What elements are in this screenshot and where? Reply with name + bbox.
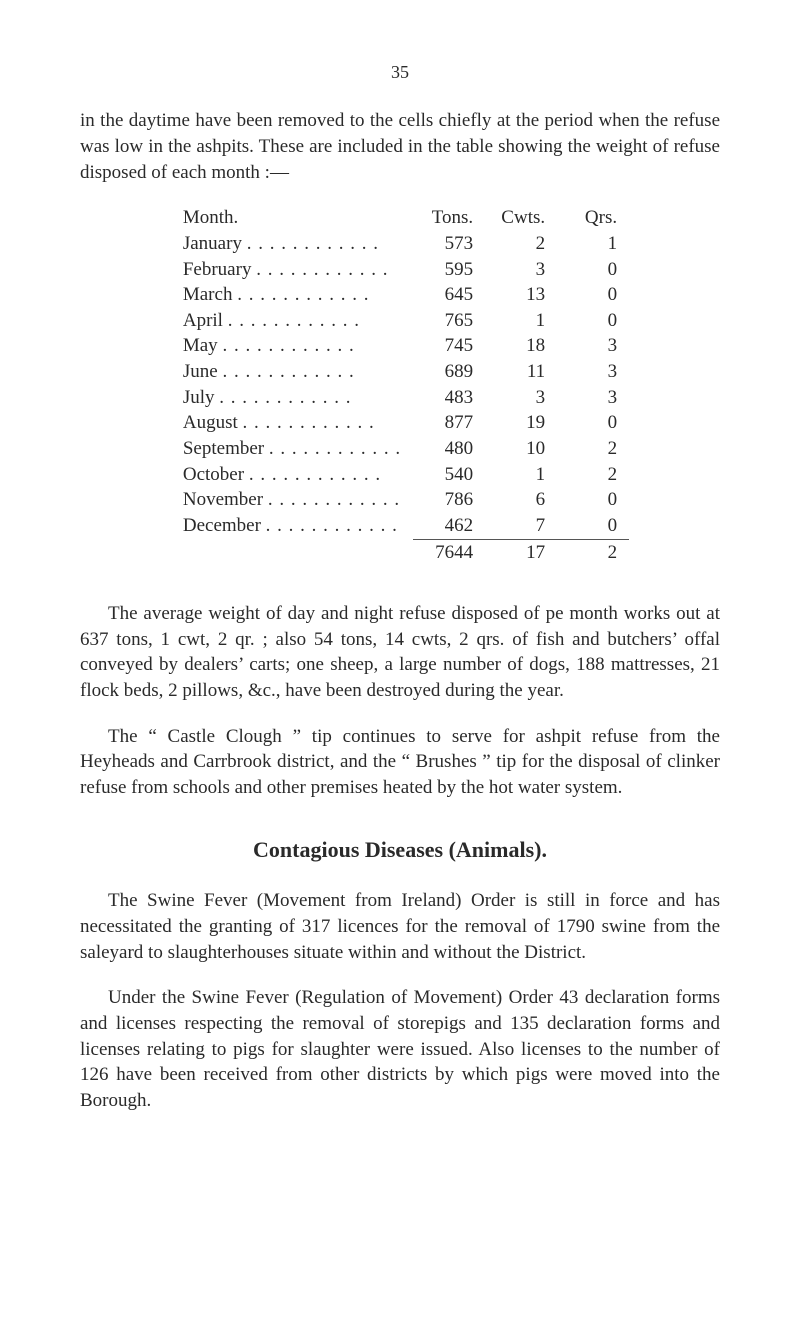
table-row: October . . . . . . . . . . . . 540 1 2 [171,462,629,488]
cell-qrs: 3 [557,385,629,411]
cell-month: May . . . . . . . . . . . . [171,333,413,359]
paragraph: The Swine Fever (Movement from Ireland) … [80,888,720,965]
cell-tons: 573 [413,231,485,257]
cell-cwts: 18 [485,333,557,359]
cell-tons: 689 [413,359,485,385]
cell-cwts: 10 [485,436,557,462]
table-row: June . . . . . . . . . . . . 689 11 3 [171,359,629,385]
cell-tons: 786 [413,487,485,513]
cell-qrs: 3 [557,359,629,385]
table-row: December . . . . . . . . . . . . 462 7 0 [171,513,629,539]
cell-tons: 645 [413,282,485,308]
cell-cwts: 1 [485,308,557,334]
cell-qrs: 2 [557,436,629,462]
table-row: February . . . . . . . . . . . . 595 3 0 [171,257,629,283]
col-month: Month. [171,205,413,231]
cell-cwts: 11 [485,359,557,385]
cell-month: January . . . . . . . . . . . . [171,231,413,257]
cell-total-cwts: 17 [485,539,557,565]
cell-qrs: 0 [557,308,629,334]
table-row: August . . . . . . . . . . . . 877 19 0 [171,410,629,436]
cell-cwts: 2 [485,231,557,257]
cell-month: September . . . . . . . . . . . . [171,436,413,462]
cell-total-tons: 7644 [413,539,485,565]
cell-qrs: 0 [557,513,629,539]
cell-month: December . . . . . . . . . . . . [171,513,413,539]
table-row: January . . . . . . . . . . . . 573 2 1 [171,231,629,257]
cell-cwts: 3 [485,385,557,411]
cell-cwts: 7 [485,513,557,539]
cell-qrs: 0 [557,282,629,308]
table-row: November . . . . . . . . . . . . 786 6 0 [171,487,629,513]
cell-cwts: 1 [485,462,557,488]
table-row: May . . . . . . . . . . . . 745 18 3 [171,333,629,359]
cell-tons: 765 [413,308,485,334]
cell-cwts: 3 [485,257,557,283]
paragraph: The average weight of day and night refu… [80,601,720,704]
cell-month: November . . . . . . . . . . . . [171,487,413,513]
cell-qrs: 0 [557,410,629,436]
intro-paragraph: in the daytime have been removed to the … [80,108,720,185]
table-row: September . . . . . . . . . . . . 480 10… [171,436,629,462]
table-row: April . . . . . . . . . . . . 765 1 0 [171,308,629,334]
page: 35 in the daytime have been removed to t… [0,0,800,1343]
table-row: July . . . . . . . . . . . . 483 3 3 [171,385,629,411]
table-row: March . . . . . . . . . . . . 645 13 0 [171,282,629,308]
cell-month: June . . . . . . . . . . . . [171,359,413,385]
table-header-row: Month. Tons. Cwts. Qrs. [171,205,629,231]
cell-month: July . . . . . . . . . . . . [171,385,413,411]
cell-blank [171,539,413,565]
col-qrs: Qrs. [557,205,629,231]
col-cwts: Cwts. [485,205,557,231]
table-totals: 7644 17 2 [171,539,629,565]
cell-qrs: 2 [557,462,629,488]
cell-tons: 483 [413,385,485,411]
cell-qrs: 1 [557,231,629,257]
cell-qrs: 0 [557,487,629,513]
col-tons: Tons. [413,205,485,231]
cell-month: April . . . . . . . . . . . . [171,308,413,334]
page-number: 35 [80,60,720,84]
cell-month: March . . . . . . . . . . . . [171,282,413,308]
cell-month: October . . . . . . . . . . . . [171,462,413,488]
refuse-table: Month. Tons. Cwts. Qrs. January . . . . … [171,205,629,565]
cell-cwts: 19 [485,410,557,436]
cell-tons: 745 [413,333,485,359]
cell-tons: 462 [413,513,485,539]
cell-tons: 480 [413,436,485,462]
cell-month: February . . . . . . . . . . . . [171,257,413,283]
cell-total-qrs: 2 [557,539,629,565]
cell-cwts: 13 [485,282,557,308]
cell-cwts: 6 [485,487,557,513]
cell-tons: 540 [413,462,485,488]
cell-tons: 595 [413,257,485,283]
section-title: Contagious Diseases (Animals). [80,835,720,865]
paragraph: The “ Castle Clough ” tip continues to s… [80,724,720,801]
cell-month: August . . . . . . . . . . . . [171,410,413,436]
cell-qrs: 0 [557,257,629,283]
cell-tons: 877 [413,410,485,436]
paragraph: Under the Swine Fever (Regulation of Mov… [80,985,720,1113]
cell-qrs: 3 [557,333,629,359]
